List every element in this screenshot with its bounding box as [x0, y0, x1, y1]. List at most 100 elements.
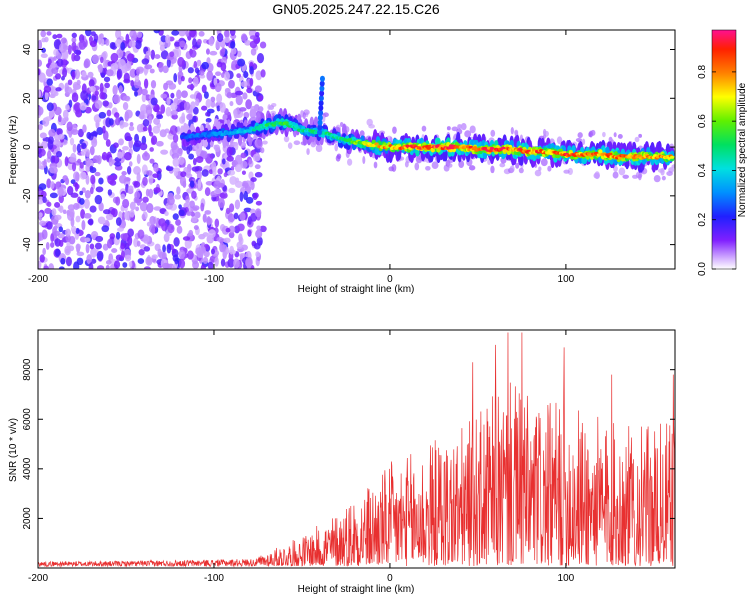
spectrogram-speckle: [249, 77, 254, 87]
spectrogram-speckle: [115, 196, 121, 206]
spectrogram-speckle: [136, 123, 144, 133]
spectrogram-speckle: [71, 162, 77, 172]
spectrogram-speckle: [189, 94, 196, 99]
spectrogram-ridge-cell: [317, 124, 323, 131]
spectrogram-speckle: [38, 260, 42, 269]
spectrogram-speckle: [50, 242, 55, 248]
spectrogram-speckle: [148, 188, 154, 199]
spectrogram-speckle: [347, 158, 353, 166]
spectrogram-speckle: [150, 97, 158, 106]
spectrogram-speckle: [154, 54, 161, 60]
spectrogram-speckle: [227, 169, 236, 176]
spectrogram-speckle: [71, 70, 76, 81]
spectrogram-speckle: [120, 41, 126, 51]
spectrogram-speckle: [233, 258, 240, 269]
spectrogram-speckle: [216, 236, 224, 242]
spectrogram-speckle: [146, 170, 153, 176]
spectrogram-speckle: [96, 127, 104, 136]
spectrogram-speckle: [255, 70, 263, 81]
spectrogram-speckle: [99, 56, 104, 64]
spectrogram-speckle: [556, 136, 563, 145]
spectrogram-speckle: [209, 50, 218, 56]
spectrogram-speckle: [336, 153, 342, 160]
spectrogram-speckle: [191, 190, 197, 199]
spectrogram-speckle: [89, 85, 96, 93]
spectrogram-speckle: [141, 213, 146, 220]
spectrogram-speckle: [137, 229, 145, 240]
spectrogram-speckle: [85, 243, 90, 254]
spectrogram-speckle: [108, 157, 114, 167]
spectrogram-speckle: [173, 237, 180, 247]
spectrogram-speckle: [121, 171, 127, 176]
spectrogram-speckle: [134, 75, 140, 83]
spectrogram-speckle: [200, 202, 205, 212]
spectrogram-speckle: [173, 73, 178, 83]
spectrogram-x-tick-label: -200: [28, 274, 48, 285]
spectrogram-speckle: [177, 74, 182, 85]
spectrogram-speckle: [70, 217, 75, 227]
spectrogram-speckle: [38, 106, 44, 116]
spectrogram-speckle: [120, 242, 125, 250]
spectrogram-speckle: [657, 168, 665, 173]
spectrogram-speckle: [207, 261, 214, 269]
spectrogram-speckle: [171, 30, 180, 36]
spectrogram-speckle: [220, 258, 226, 267]
spectrogram-speckle: [199, 70, 205, 76]
spectrogram-speckle: [90, 131, 99, 137]
spectrogram-speckle: [150, 49, 156, 60]
spectrogram-ridge-cell: [318, 105, 324, 112]
spectrogram-speckle: [103, 76, 111, 83]
spectrogram-speckle: [190, 101, 196, 109]
spectrogram-speckle: [193, 106, 199, 115]
spectrogram-speckle: [225, 227, 231, 233]
spectrogram-speckle: [42, 247, 46, 256]
spectrogram-speckle: [166, 97, 171, 106]
spectrogram-speckle: [259, 41, 267, 49]
spectrogram-speckle: [259, 225, 267, 233]
spectrogram-speckle: [71, 32, 77, 39]
spectrogram-ridge-cell: [318, 100, 324, 107]
spectrogram-speckle: [85, 157, 91, 167]
spectrogram-speckle: [101, 151, 108, 161]
spectrogram-speckle: [202, 256, 209, 265]
spectrogram-speckle: [90, 258, 97, 264]
spectrogram-speckle: [191, 115, 197, 123]
spectrogram-speckle: [58, 205, 64, 213]
spectrogram-speckle: [62, 117, 67, 125]
spectrogram-speckle: [142, 119, 150, 127]
spectrogram-speckle: [107, 175, 115, 185]
spectrogram-speckle: [186, 84, 195, 90]
spectrogram-speckle: [238, 107, 247, 112]
spectrogram-speckle: [124, 211, 130, 221]
spectrogram-speckle: [229, 175, 237, 185]
spectrogram-speckle: [115, 116, 121, 126]
spectrogram-speckle: [134, 90, 138, 97]
spectrogram-speckle: [122, 198, 130, 209]
spectrogram-speckle: [87, 219, 94, 225]
colorbar-label: Normalized spectral amplitude: [737, 82, 748, 217]
spectrogram-speckle: [89, 243, 95, 250]
spectrogram-speckle: [245, 99, 252, 110]
spectrogram-speckle: [119, 120, 125, 129]
spectrogram-speckle: [590, 129, 596, 136]
spectrogram-speckle: [98, 202, 104, 212]
spectrogram-speckle: [201, 169, 209, 177]
spectrogram-speckle: [98, 111, 107, 119]
spectrogram-speckle: [67, 204, 76, 211]
spectrogram-speckle: [203, 91, 209, 99]
spectrogram-speckle: [54, 73, 62, 80]
spectrogram-speckle: [175, 219, 181, 226]
spectrogram-speckle: [192, 38, 197, 48]
spectrogram-speckle: [94, 90, 99, 96]
spectrogram-speckle: [176, 125, 181, 135]
spectrogram-speckle: [226, 155, 234, 162]
spectrogram-speckle: [144, 64, 153, 70]
spectrogram-speckle: [612, 171, 619, 179]
spectrogram-speckle: [145, 106, 153, 116]
spectrogram-speckle: [153, 206, 162, 211]
spectrogram-speckle: [181, 112, 186, 123]
spectrogram-speckle: [499, 162, 506, 168]
spectrogram-speckle: [213, 180, 222, 189]
spectrogram-speckle: [182, 236, 191, 241]
